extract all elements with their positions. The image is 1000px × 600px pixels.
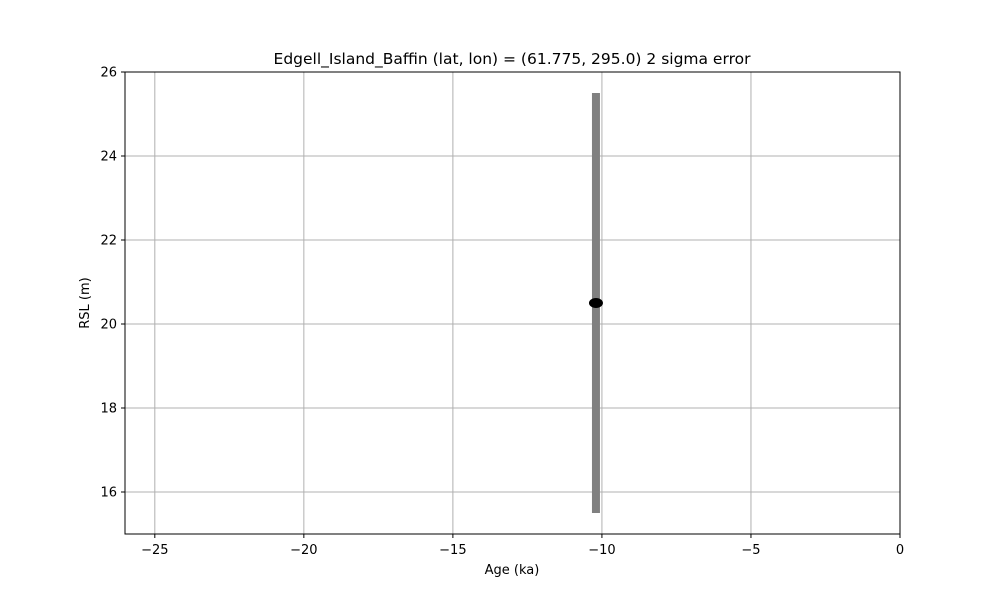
grid-lines [125,71,901,534]
axis-ticks: −25 −20 −15 −10 −5 0 16 18 20 22 24 26 [100,66,904,559]
x-tick-label: −20 [290,543,317,558]
plot-frame [124,71,901,535]
chart-title: Edgell_Island_Baffin (lat, lon) = (61.77… [274,50,752,69]
x-tick-label: 0 [896,543,904,558]
y-tick-label: 20 [100,318,117,333]
y-tick-label: 26 [100,66,117,81]
x-tick-label: −10 [588,543,615,558]
y-tick-label: 18 [100,402,117,417]
y-tick-label: 24 [100,150,117,165]
x-tick-label: −5 [741,543,760,558]
y-tick-label: 16 [100,486,117,501]
x-tick-label: −15 [439,543,466,558]
x-axis-label: Age (ka) [485,563,540,578]
y-tick-label: 22 [100,234,117,249]
x-tick-label: −25 [141,543,168,558]
data-point [588,298,603,308]
data-series [588,93,603,513]
y-axis-label: RSL (m) [78,277,93,328]
